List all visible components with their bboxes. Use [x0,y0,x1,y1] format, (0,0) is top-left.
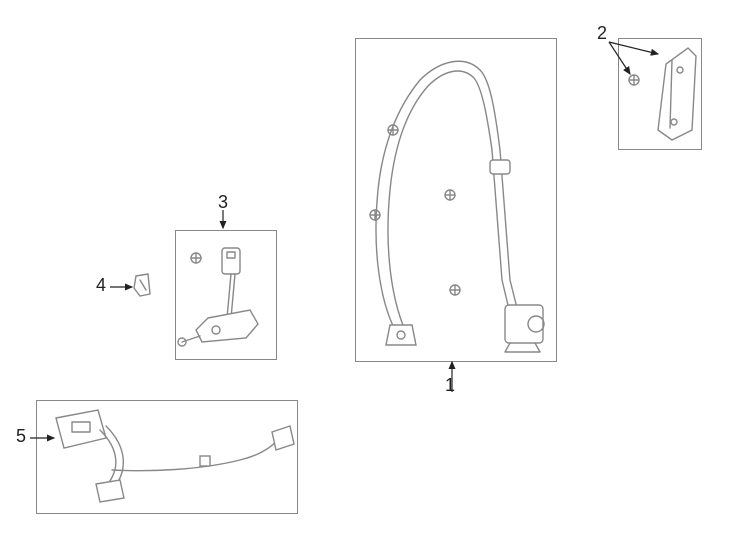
callout-label-5: 5 [16,426,26,447]
part-group-box-5 [36,400,298,514]
callout-label-1: 1 [445,375,455,396]
callout-label-4: 4 [96,275,106,296]
part-4-clip [134,274,150,296]
parts-diagram-canvas: 1 2 3 4 5 [0,0,734,540]
part-group-box-2 [618,38,702,150]
callout-label-2: 2 [597,23,607,44]
part-group-box-1 [355,38,557,362]
callout-label-3: 3 [218,192,228,213]
part-group-box-3 [175,230,277,360]
